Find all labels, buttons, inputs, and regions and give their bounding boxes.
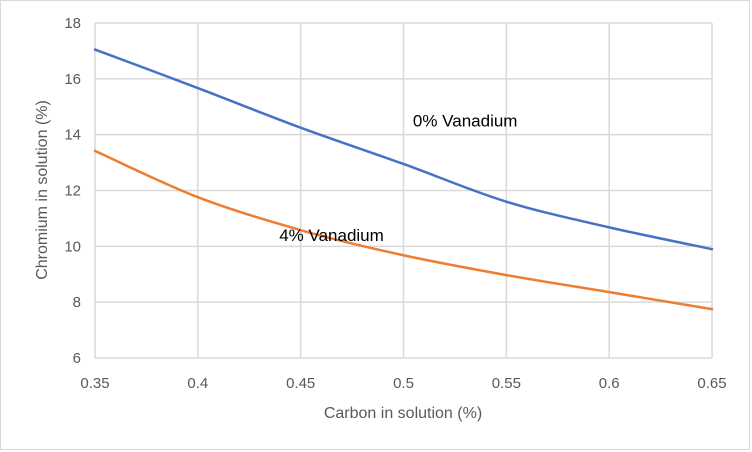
- x-tick-label: 0.4: [187, 375, 208, 392]
- y-tick-label: 8: [73, 294, 81, 311]
- y-tick-label: 18: [64, 15, 81, 32]
- x-tick-label: 0.45: [286, 375, 315, 392]
- gridlines: [94, 22, 713, 359]
- series-annotation-label: 4% Vanadium: [279, 226, 384, 245]
- y-axis-title: Chromium in solution (%): [34, 100, 51, 280]
- x-tick-label: 0.35: [80, 375, 109, 392]
- x-tick-label: 0.65: [697, 375, 726, 392]
- x-tick-label: 0.55: [492, 375, 521, 392]
- series-line-1: [93, 149, 714, 311]
- y-tick-labels: 6 8 10 12 14 16 18: [64, 15, 81, 367]
- y-tick-label: 10: [64, 238, 81, 255]
- x-tick-label: 0.5: [393, 375, 414, 392]
- y-tick-label: 16: [64, 71, 81, 88]
- series-annotation-label: 0% Vanadium: [413, 111, 518, 130]
- y-tick-label: 12: [64, 183, 81, 200]
- series-line-0: [93, 48, 714, 251]
- y-tick-label: 14: [64, 127, 81, 144]
- x-axis-title: Carbon in solution (%): [324, 405, 482, 422]
- x-tick-label: 0.6: [599, 375, 620, 392]
- annotations: 0% Vanadium 4% Vanadium: [279, 111, 517, 244]
- y-tick-label: 6: [73, 350, 81, 367]
- series-lines: [93, 48, 714, 311]
- x-tick-labels: 0.35 0.4 0.45 0.5 0.55 0.6 0.65: [80, 375, 726, 392]
